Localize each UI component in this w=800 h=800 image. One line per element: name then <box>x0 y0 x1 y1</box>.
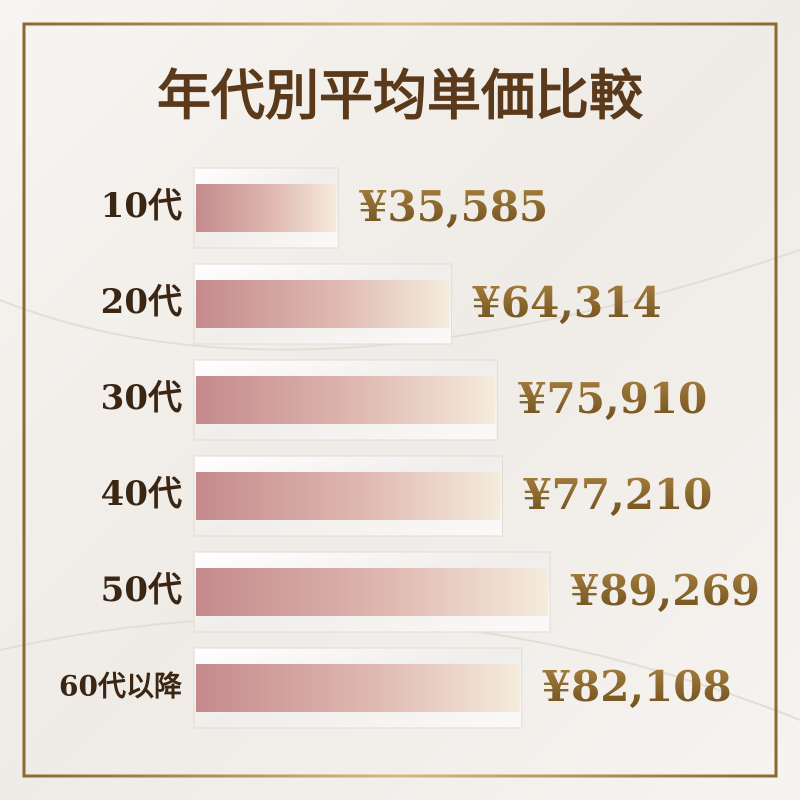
value-label: ¥82,108 <box>542 662 732 711</box>
category-label: 20代 <box>101 282 182 322</box>
category-label: 50代 <box>101 570 182 610</box>
chart-title: 年代別平均単価比較 <box>157 63 644 127</box>
value-label: ¥77,210 <box>522 470 712 519</box>
category-label: 60代以降 <box>59 670 183 703</box>
bar <box>196 280 450 328</box>
bar <box>196 664 520 712</box>
bar <box>196 376 496 424</box>
category-label: 10代 <box>101 186 182 226</box>
bar <box>196 568 548 616</box>
bar <box>196 184 337 232</box>
value-label: ¥64,314 <box>472 278 662 327</box>
category-label: 40代 <box>101 474 182 514</box>
value-label: ¥75,910 <box>517 374 707 423</box>
category-label: 30代 <box>101 378 182 418</box>
frame <box>22 22 778 778</box>
value-label: ¥89,269 <box>570 566 760 615</box>
bar <box>196 472 501 520</box>
value-label: ¥35,585 <box>358 182 548 231</box>
